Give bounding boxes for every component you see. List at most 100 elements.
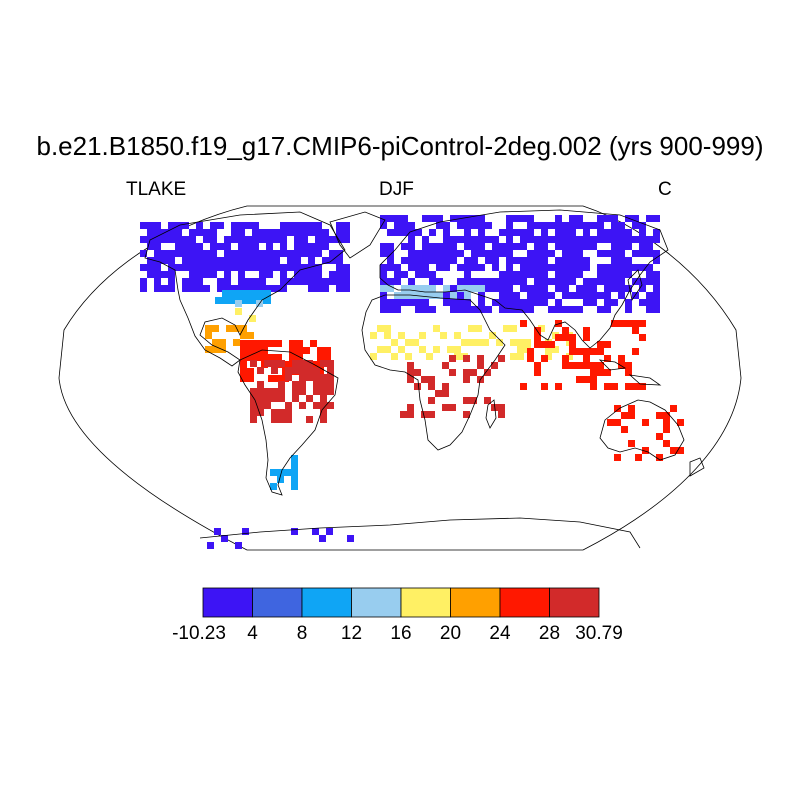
data-cells xyxy=(140,215,684,549)
map-cell xyxy=(308,257,315,264)
map-cell xyxy=(266,236,273,243)
map-cell xyxy=(590,222,597,229)
map-cell xyxy=(646,306,653,313)
map-cell xyxy=(264,297,271,304)
map-cell xyxy=(583,257,590,264)
map-cell xyxy=(212,346,219,353)
map-cell xyxy=(336,271,343,278)
map-cell xyxy=(422,306,429,313)
map-cell xyxy=(461,339,468,346)
map-cell xyxy=(485,250,492,257)
map-cell xyxy=(457,278,464,285)
map-cell xyxy=(161,250,168,257)
map-cell xyxy=(168,264,175,271)
map-cell xyxy=(463,376,470,383)
map-cell xyxy=(457,264,464,271)
map-cell xyxy=(291,455,298,462)
map-cell xyxy=(280,243,287,250)
map-cell xyxy=(322,229,329,236)
map-cell xyxy=(555,264,562,271)
map-cell xyxy=(447,346,454,353)
map-cell xyxy=(562,285,569,292)
map-cell xyxy=(457,299,464,306)
map-cell xyxy=(292,388,299,395)
map-cell xyxy=(614,454,621,461)
map-cell xyxy=(618,229,625,236)
map-cell xyxy=(182,257,189,264)
map-cell xyxy=(471,306,478,313)
map-cell xyxy=(154,229,161,236)
map-cell xyxy=(513,299,520,306)
map-cell xyxy=(653,215,660,222)
map-cell xyxy=(646,250,653,257)
map-cell xyxy=(301,271,308,278)
map-cell xyxy=(632,327,639,334)
map-cell xyxy=(422,264,429,271)
map-cell xyxy=(485,236,492,243)
map-cell xyxy=(343,271,350,278)
map-cell xyxy=(442,404,449,411)
map-cell xyxy=(277,469,284,476)
map-cell xyxy=(231,285,238,292)
map-cell xyxy=(639,229,646,236)
map-cell xyxy=(308,285,315,292)
map-cell xyxy=(569,257,576,264)
map-cell xyxy=(271,367,278,374)
map-cell xyxy=(534,362,541,369)
map-cell xyxy=(534,292,541,299)
season-label: DJF xyxy=(379,179,414,200)
map-cell xyxy=(394,222,401,229)
map-cell xyxy=(271,360,278,367)
map-cell xyxy=(196,222,203,229)
map-cell xyxy=(280,285,287,292)
map-cell xyxy=(254,354,261,361)
map-cell xyxy=(224,264,231,271)
map-cell xyxy=(618,320,625,327)
map-cell xyxy=(415,264,422,271)
map-cell xyxy=(625,236,632,243)
map-cell xyxy=(569,362,576,369)
map-cell xyxy=(475,339,482,346)
map-cell xyxy=(315,278,322,285)
colorbar-box xyxy=(499,587,550,618)
map-cell xyxy=(252,243,259,250)
map-cell xyxy=(394,278,401,285)
colorbar-box xyxy=(252,587,303,618)
map-cell xyxy=(639,278,646,285)
colorbar-tick-label: 8 xyxy=(296,623,308,644)
map-cell xyxy=(259,285,266,292)
map-cell xyxy=(224,271,231,278)
map-cell xyxy=(520,299,527,306)
map-cell xyxy=(189,257,196,264)
map-cell xyxy=(278,395,285,402)
map-cell xyxy=(154,243,161,250)
map-cell xyxy=(506,292,513,299)
map-cell xyxy=(278,381,285,388)
map-cell xyxy=(280,250,287,257)
map-cell xyxy=(266,285,273,292)
map-cell xyxy=(380,222,387,229)
map-cell xyxy=(478,264,485,271)
map-cell xyxy=(168,236,175,243)
map-cell xyxy=(442,362,449,369)
map-cell xyxy=(506,306,513,313)
map-cell xyxy=(394,306,401,313)
map-cell xyxy=(562,257,569,264)
map-cell xyxy=(670,447,677,454)
map-cell xyxy=(387,243,394,250)
map-cell xyxy=(639,236,646,243)
map-cell xyxy=(443,257,450,264)
map-cell xyxy=(266,250,273,257)
map-cell xyxy=(632,264,639,271)
map-cell xyxy=(287,264,294,271)
map-cell xyxy=(327,402,334,409)
map-cell xyxy=(217,278,224,285)
map-cell xyxy=(280,236,287,243)
map-cell xyxy=(275,375,282,382)
map-cell xyxy=(478,229,485,236)
map-cell xyxy=(320,416,327,423)
map-cell xyxy=(380,299,387,306)
map-cell xyxy=(308,278,315,285)
map-cell xyxy=(639,285,646,292)
map-cell xyxy=(308,264,315,271)
